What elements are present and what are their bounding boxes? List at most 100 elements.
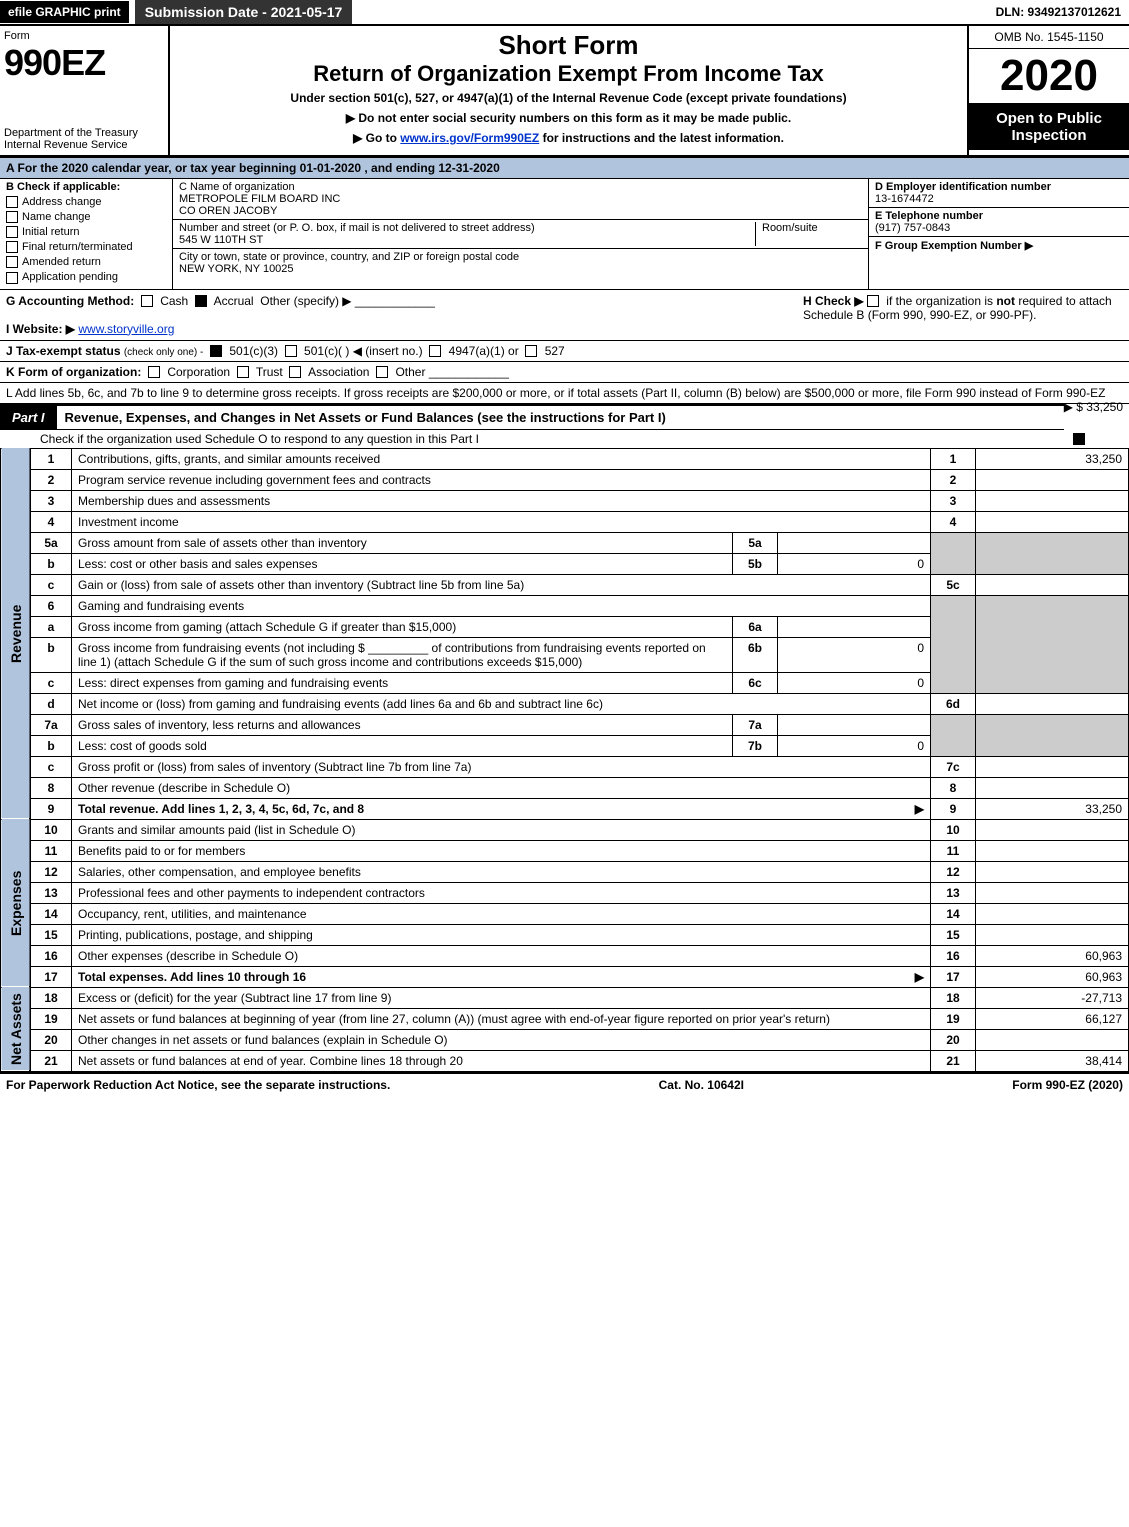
label-other-org: Other <box>395 365 425 379</box>
line-13-col: 13 <box>931 882 976 903</box>
line-19-desc: Net assets or fund balances at beginning… <box>78 1012 830 1026</box>
line-15-val <box>976 924 1129 945</box>
label-accounting-method: G Accounting Method: <box>6 294 134 308</box>
line-21-desc: Net assets or fund balances at end of ye… <box>78 1054 463 1068</box>
line-5a-desc: Gross amount from sale of assets other t… <box>78 536 367 550</box>
line-j: J Tax-exempt status (check only one) - 5… <box>0 341 1129 362</box>
checkbox-corporation[interactable] <box>148 366 160 378</box>
line-4-col: 4 <box>931 511 976 532</box>
line-1-num: 1 <box>30 448 72 469</box>
line-a-tax-year: A For the 2020 calendar year, or tax yea… <box>0 158 1129 179</box>
line-16-num: 16 <box>30 945 72 966</box>
part-i-sub-text: Check if the organization used Schedule … <box>40 432 479 446</box>
efile-graphic-print[interactable]: efile GRAPHIC print <box>0 1 129 23</box>
footer-center: Cat. No. 10642I <box>659 1078 744 1092</box>
line-6a-sublabel: 6a <box>733 616 778 637</box>
label-address-change: Address change <box>22 196 102 208</box>
checkbox-amended-return[interactable] <box>6 256 18 268</box>
line-5b-num: b <box>30 553 72 574</box>
form-word: Form <box>4 30 164 42</box>
line-11-desc: Benefits paid to or for members <box>78 844 245 858</box>
line-5b-sublabel: 5b <box>733 553 778 574</box>
checkbox-accrual[interactable] <box>195 295 207 307</box>
line-19-num: 19 <box>30 1008 72 1029</box>
label-accrual: Accrual <box>214 294 254 308</box>
line-2-num: 2 <box>30 469 72 490</box>
line-19-val: 66,127 <box>976 1008 1129 1029</box>
line-6c-desc: Less: direct expenses from gaming and fu… <box>78 676 388 690</box>
line-6abc-val-shaded <box>976 595 1129 693</box>
line-l-amount: ▶ $ 33,250 <box>1064 400 1123 414</box>
checkbox-501c3[interactable] <box>210 345 222 357</box>
line-21-num: 21 <box>30 1050 72 1071</box>
part-i-header: Part I Revenue, Expenses, and Changes in… <box>0 404 1064 430</box>
line-g: G Accounting Method: Cash Accrual Other … <box>6 294 803 336</box>
line-h: H Check ▶ if the organization is not req… <box>803 294 1123 336</box>
line-16-val: 60,963 <box>976 945 1129 966</box>
goto-post: for instructions and the latest informat… <box>543 131 784 145</box>
line-3-num: 3 <box>30 490 72 511</box>
line-8-num: 8 <box>30 777 72 798</box>
checkbox-application-pending[interactable] <box>6 272 18 284</box>
checkbox-501c[interactable] <box>285 345 297 357</box>
side-label-expenses: Expenses <box>1 819 31 987</box>
footer-right: Form 990-EZ (2020) <box>1012 1078 1123 1092</box>
line-20-num: 20 <box>30 1029 72 1050</box>
open-to-public: Open to Public Inspection <box>969 104 1129 150</box>
label-501c3: 501(c)(3) <box>229 344 278 358</box>
line-3-val <box>976 490 1129 511</box>
checkbox-schedule-b-not-required[interactable] <box>867 295 879 307</box>
line-15-desc: Printing, publications, postage, and shi… <box>78 928 313 942</box>
checkbox-address-change[interactable] <box>6 196 18 208</box>
line-7c-col: 7c <box>931 756 976 777</box>
line-8-col: 8 <box>931 777 976 798</box>
website-link[interactable]: www.storyville.org <box>78 322 174 336</box>
line-18-col: 18 <box>931 987 976 1008</box>
checkbox-527[interactable] <box>525 345 537 357</box>
irs-link[interactable]: www.irs.gov/Form990EZ <box>400 131 539 145</box>
line-6abc-col-shaded <box>931 595 976 693</box>
checkbox-4947a1[interactable] <box>429 345 441 357</box>
checkbox-name-change[interactable] <box>6 211 18 223</box>
checkbox-trust[interactable] <box>237 366 249 378</box>
org-care-of: CO OREN JACOBY <box>179 205 277 217</box>
checkbox-association[interactable] <box>289 366 301 378</box>
box-def: D Employer identification number 13-1674… <box>869 179 1129 289</box>
line-13-desc: Professional fees and other payments to … <box>78 886 425 900</box>
checkbox-initial-return[interactable] <box>6 226 18 238</box>
line-11-val <box>976 840 1129 861</box>
top-bar-left: efile GRAPHIC print Submission Date - 20… <box>0 0 352 24</box>
line-7b-desc: Less: cost of goods sold <box>78 739 207 753</box>
checkbox-final-return[interactable] <box>6 241 18 253</box>
line-7c-desc: Gross profit or (loss) from sales of inv… <box>78 760 471 774</box>
checkbox-other-org[interactable] <box>376 366 388 378</box>
line-5b-desc: Less: cost or other basis and sales expe… <box>78 557 317 571</box>
line-l: L Add lines 5b, 6c, and 7b to line 9 to … <box>0 383 1129 404</box>
line-6c-sublabel: 6c <box>733 672 778 693</box>
side-label-revenue: Revenue <box>1 448 31 819</box>
label-city: City or town, state or province, country… <box>179 251 519 263</box>
top-bar: efile GRAPHIC print Submission Date - 20… <box>0 0 1129 26</box>
line-12-desc: Salaries, other compensation, and employ… <box>78 865 361 879</box>
omb-number: OMB No. 1545-1150 <box>969 26 1129 49</box>
checkbox-cash[interactable] <box>141 295 153 307</box>
line-17-col: 17 <box>931 966 976 987</box>
header-right: OMB No. 1545-1150 2020 Open to Public In… <box>967 26 1129 155</box>
checkbox-schedule-o-part-i[interactable] <box>1073 433 1085 445</box>
line-15-col: 15 <box>931 924 976 945</box>
line-19-col: 19 <box>931 1008 976 1029</box>
short-form-title: Short Form <box>178 30 959 61</box>
label-527: 527 <box>545 344 565 358</box>
submission-date: Submission Date - 2021-05-17 <box>135 0 353 24</box>
org-name: METROPOLE FILM BOARD INC <box>179 193 340 205</box>
line-6b-desc: Gross income from fundraising events (no… <box>78 641 706 669</box>
ssn-warning: ▶ Do not enter social security numbers o… <box>178 111 959 125</box>
line-6-num: 6 <box>30 595 72 616</box>
line-5c-val <box>976 574 1129 595</box>
goto-pre: ▶ Go to <box>353 131 400 145</box>
tax-year: 2020 <box>969 49 1129 104</box>
line-17-desc: Total expenses. Add lines 10 through 16 <box>78 970 306 984</box>
line-20-val <box>976 1029 1129 1050</box>
part-i-subtitle: Check if the organization used Schedule … <box>0 430 1129 448</box>
line-6b-subval: 0 <box>778 637 931 672</box>
